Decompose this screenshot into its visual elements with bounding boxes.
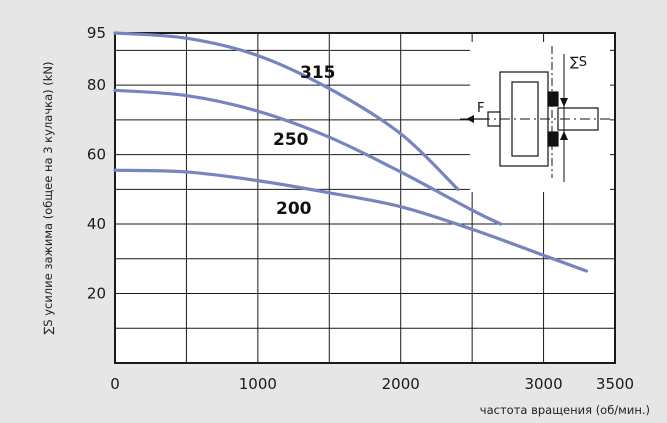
chuck-diagram: F ∑S bbox=[460, 42, 612, 192]
sum-force-label: ∑S bbox=[570, 55, 587, 70]
series-label-200: 200 bbox=[276, 199, 312, 219]
x-tick-label: 3500 bbox=[596, 375, 634, 393]
series-line-200 bbox=[113, 168, 589, 273]
y-tick-label: 40 bbox=[87, 215, 106, 233]
series-line-250 bbox=[113, 88, 503, 226]
force-arrowhead bbox=[466, 115, 474, 123]
y-tick-label: 95 bbox=[87, 24, 106, 42]
series-group bbox=[113, 31, 589, 273]
x-tick-label: 2000 bbox=[382, 375, 420, 393]
series-line-315 bbox=[113, 31, 460, 191]
jaw-bottom bbox=[547, 131, 559, 147]
x-axis-title: частота вращения (об/мин.) bbox=[480, 403, 650, 417]
spindle bbox=[557, 107, 599, 131]
y-axis-title: ∑S усилие зажима (общее на 3 кулачка) (k… bbox=[41, 62, 55, 335]
clamp-arrow-top bbox=[560, 98, 568, 107]
y-tick-label: 80 bbox=[87, 76, 106, 94]
curve-labels: 315 250 200 bbox=[273, 63, 336, 219]
plot-frame bbox=[114, 32, 616, 364]
series-label-250: 250 bbox=[273, 130, 309, 150]
y-tick-label: 20 bbox=[87, 285, 106, 303]
x-tick-label: 3000 bbox=[524, 375, 562, 393]
series-label-315: 315 bbox=[300, 63, 336, 83]
y-tick-label: 60 bbox=[87, 146, 106, 164]
grid bbox=[114, 32, 616, 364]
tick-labels: 0 1000 2000 3000 3500 20 40 60 80 95 bbox=[87, 24, 634, 393]
chuck-inner bbox=[511, 81, 539, 157]
jaw-top bbox=[547, 91, 559, 107]
force-label: F bbox=[477, 101, 484, 116]
clamp-arrow-bottom bbox=[560, 131, 568, 140]
x-tick-label: 0 bbox=[110, 375, 120, 393]
x-tick-label: 1000 bbox=[239, 375, 277, 393]
